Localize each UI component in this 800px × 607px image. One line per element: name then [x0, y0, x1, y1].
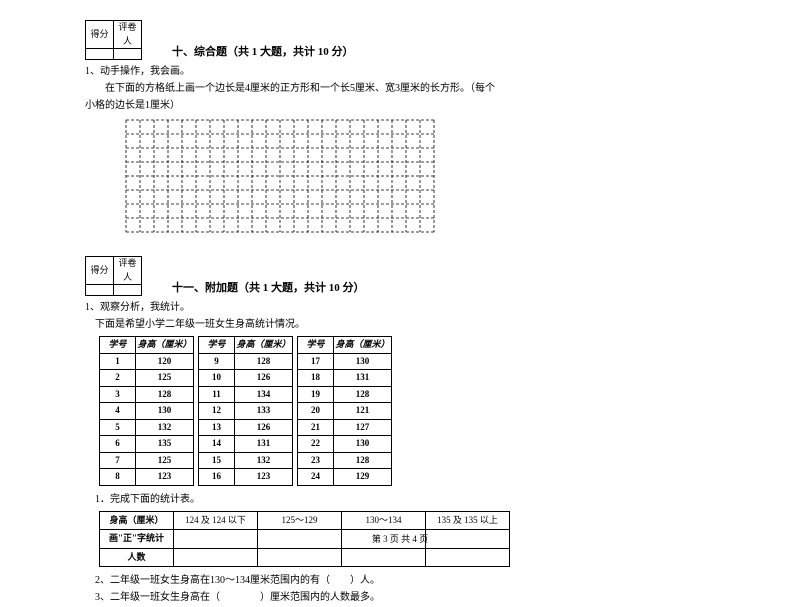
height-table-c: 学号身高（厘米）17130181311912820121211272213023… — [297, 336, 392, 486]
table-row: 132 — [235, 452, 293, 469]
table-row: 7 — [100, 452, 136, 469]
summary-col-1: 125～129 — [258, 511, 342, 530]
table-row: 9 — [199, 353, 235, 370]
q10-1: 1、动手操作，我会画。 — [85, 64, 625, 79]
q11-sub3: 3、二年级一班女生身高在（ ）厘米范围内的人数最多。 — [85, 590, 625, 605]
count-cell — [342, 548, 426, 567]
table-row: 123 — [136, 469, 194, 486]
drawing-grid — [125, 119, 625, 238]
score-label: 得分 — [86, 257, 114, 285]
q11-1: 1、观察分析，我统计。 — [85, 300, 625, 315]
table-row: 3 — [100, 386, 136, 403]
table-row: 133 — [235, 403, 293, 420]
table-row: 126 — [235, 419, 293, 436]
col-height: 身高（厘米） — [136, 337, 194, 354]
table-row: 23 — [298, 452, 334, 469]
height-table-b: 学号身高（厘米）91281012611134121331312614131151… — [198, 336, 293, 486]
table-row: 128 — [334, 386, 392, 403]
height-table-a: 学号身高（厘米）11202125312841305132613571258123 — [99, 336, 194, 486]
table-row: 8 — [100, 469, 136, 486]
score-cell — [86, 285, 114, 296]
table-row: 14 — [199, 436, 235, 453]
score-label: 得分 — [86, 21, 114, 49]
table-row: 5 — [100, 419, 136, 436]
table-row: 24 — [298, 469, 334, 486]
table-row: 125 — [136, 452, 194, 469]
table-row: 130 — [334, 353, 392, 370]
grader-cell — [114, 49, 142, 60]
score-box-10: 得分评卷人 — [85, 20, 142, 60]
table-row: 120 — [136, 353, 194, 370]
table-row: 128 — [334, 452, 392, 469]
table-row: 121 — [334, 403, 392, 420]
table-row: 123 — [235, 469, 293, 486]
table-row: 1 — [100, 353, 136, 370]
q11-sub2: 2、二年级一班女生身高在130～134厘米范围内的有（ ）人。 — [85, 573, 625, 588]
col-id: 学号 — [298, 337, 334, 354]
height-tables: 学号身高（厘米）11202125312841305132613571258123… — [99, 336, 625, 486]
table-row: 129 — [334, 469, 392, 486]
table-row: 12 — [199, 403, 235, 420]
table-row: 10 — [199, 370, 235, 387]
count-cell — [174, 548, 258, 567]
grader-label: 评卷人 — [114, 257, 142, 285]
table-row: 21 — [298, 419, 334, 436]
table-row: 132 — [136, 419, 194, 436]
score-box-11: 得分评卷人 — [85, 256, 142, 296]
table-row: 16 — [199, 469, 235, 486]
table-row: 130 — [136, 403, 194, 420]
col-id: 学号 — [100, 337, 136, 354]
section-11-title: 十一、附加题（共 1 大题，共计 10 分） — [172, 280, 365, 297]
table-row: 17 — [298, 353, 334, 370]
table-row: 2 — [100, 370, 136, 387]
table-row: 127 — [334, 419, 392, 436]
table-row: 131 — [334, 370, 392, 387]
grader-cell — [114, 285, 142, 296]
table-row: 128 — [235, 353, 293, 370]
table-row: 20 — [298, 403, 334, 420]
q11-1-desc: 下面是希望小学二年级一班女生身高统计情况。 — [85, 317, 625, 332]
col-height: 身高（厘米） — [334, 337, 392, 354]
table-row: 135 — [136, 436, 194, 453]
table-row: 130 — [334, 436, 392, 453]
col-id: 学号 — [199, 337, 235, 354]
table-row: 22 — [298, 436, 334, 453]
count-cell — [258, 548, 342, 567]
table-row: 125 — [136, 370, 194, 387]
table-row: 6 — [100, 436, 136, 453]
score-cell — [86, 49, 114, 60]
summary-col-0: 124 及 124 以下 — [174, 511, 258, 530]
count-cell — [426, 548, 510, 567]
table-row: 131 — [235, 436, 293, 453]
table-row: 15 — [199, 452, 235, 469]
table-row: 126 — [235, 370, 293, 387]
table-row: 13 — [199, 419, 235, 436]
q10-1-desc1: 在下面的方格纸上画一个边长是4厘米的正方形和一个长5厘米、宽3厘米的长方形。（每… — [85, 81, 625, 96]
summary-row3-label: 人数 — [100, 548, 174, 567]
summary-row1-label: 身高（厘米） — [100, 511, 174, 530]
table-row: 11 — [199, 386, 235, 403]
table-row: 128 — [136, 386, 194, 403]
grader-label: 评卷人 — [114, 21, 142, 49]
page-number: 第 3 页 共 4 页 — [0, 532, 800, 545]
table-row: 18 — [298, 370, 334, 387]
q10-1-desc2: 小格的边长是1厘米） — [85, 98, 625, 113]
table-row: 19 — [298, 386, 334, 403]
col-height: 身高（厘米） — [235, 337, 293, 354]
table-row: 4 — [100, 403, 136, 420]
q11-sub1: 1．完成下面的统计表。 — [85, 492, 625, 507]
summary-col-3: 135 及 135 以上 — [426, 511, 510, 530]
section-10-title: 十、综合题（共 1 大题，共计 10 分） — [172, 44, 354, 61]
summary-col-2: 130～134 — [342, 511, 426, 530]
table-row: 134 — [235, 386, 293, 403]
